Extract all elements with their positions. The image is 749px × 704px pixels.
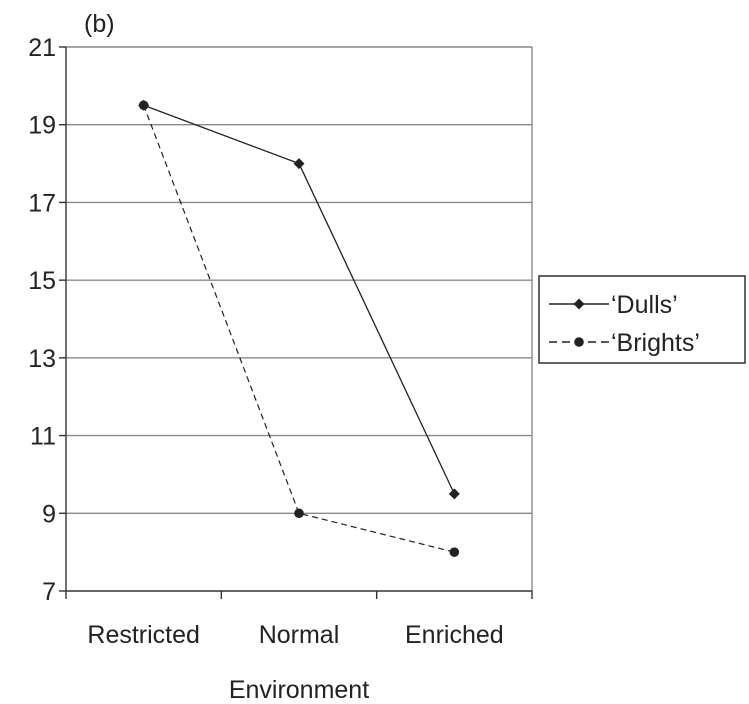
y-tick-label: 9 xyxy=(42,500,56,528)
axes xyxy=(65,47,533,592)
panel-label: (b) xyxy=(84,10,115,38)
y-tick-label: 21 xyxy=(28,34,56,62)
x-tick-label: Restricted xyxy=(87,621,200,649)
legend-box xyxy=(538,275,746,364)
x-axis-ticks: Restricted Normal Enriched xyxy=(65,591,533,649)
diamond-marker xyxy=(573,298,585,310)
y-tick-label: 13 xyxy=(28,345,56,373)
diamond-marker xyxy=(293,158,305,170)
legend: ‘Dulls’ ‘Brights’ xyxy=(538,275,746,364)
series-1 xyxy=(138,100,460,557)
y-tick-label: 19 xyxy=(28,112,56,140)
diamond-marker xyxy=(448,488,460,500)
circle-marker xyxy=(449,547,460,557)
legend-label: ‘Dulls’ xyxy=(611,291,678,319)
circle-marker xyxy=(138,100,149,111)
legend-item: ‘Dulls’ xyxy=(549,291,678,319)
legend-item: ‘Brights’ xyxy=(549,329,700,357)
circle-marker xyxy=(294,508,304,519)
x-axis-title: Environment xyxy=(229,676,369,704)
series-0 xyxy=(138,99,460,500)
y-tick-label: 17 xyxy=(28,189,56,217)
legend-label: ‘Brights’ xyxy=(611,329,700,357)
x-tick-label: Normal xyxy=(259,621,340,649)
circle-marker xyxy=(574,337,584,347)
series-line xyxy=(143,105,455,553)
y-tick-label: 7 xyxy=(42,578,56,606)
y-tick-label: 15 xyxy=(28,267,56,295)
y-axis-ticks: 7 9 11 13 15 17 19 21 xyxy=(28,34,66,606)
grid-lines xyxy=(66,46,532,514)
series-layer xyxy=(138,99,460,557)
y-tick-label: 11 xyxy=(30,423,56,451)
x-tick-label: Enriched xyxy=(405,621,504,649)
